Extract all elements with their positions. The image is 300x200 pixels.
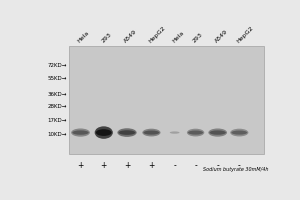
Text: A549: A549: [214, 29, 229, 44]
Text: -: -: [238, 161, 241, 170]
Text: +: +: [100, 161, 107, 170]
Text: 28KD→: 28KD→: [48, 104, 67, 109]
Text: Hela: Hela: [171, 30, 185, 44]
Ellipse shape: [209, 130, 226, 135]
Text: +: +: [148, 161, 154, 170]
Text: +: +: [124, 161, 130, 170]
Ellipse shape: [95, 126, 113, 139]
Ellipse shape: [230, 129, 248, 136]
Ellipse shape: [117, 128, 136, 137]
Bar: [69, 46, 264, 154]
Text: 17KD→: 17KD→: [48, 118, 67, 123]
Ellipse shape: [71, 128, 90, 137]
Text: 10KD→: 10KD→: [48, 132, 67, 137]
Text: Hela: Hela: [77, 30, 91, 44]
Text: HepG2: HepG2: [236, 25, 254, 44]
Ellipse shape: [170, 131, 180, 134]
Text: HepG2: HepG2: [148, 25, 167, 44]
Text: -: -: [173, 161, 176, 170]
Text: -: -: [194, 161, 197, 170]
Text: 36KD→: 36KD→: [48, 92, 67, 97]
Text: 55KD→: 55KD→: [48, 76, 67, 81]
Ellipse shape: [143, 130, 159, 135]
Ellipse shape: [118, 130, 135, 135]
Text: 293: 293: [192, 32, 204, 44]
Ellipse shape: [231, 130, 247, 135]
Text: A549: A549: [124, 29, 138, 44]
Text: 293: 293: [100, 32, 112, 44]
Ellipse shape: [187, 129, 204, 136]
Text: -: -: [216, 161, 219, 170]
Ellipse shape: [142, 129, 160, 136]
Text: Sodium butyrate 30mM/4h: Sodium butyrate 30mM/4h: [203, 167, 269, 172]
Text: +: +: [77, 161, 84, 170]
Text: 72KD→: 72KD→: [48, 63, 67, 68]
Ellipse shape: [72, 130, 89, 135]
Ellipse shape: [208, 128, 227, 137]
Ellipse shape: [96, 129, 112, 136]
Ellipse shape: [188, 130, 203, 135]
